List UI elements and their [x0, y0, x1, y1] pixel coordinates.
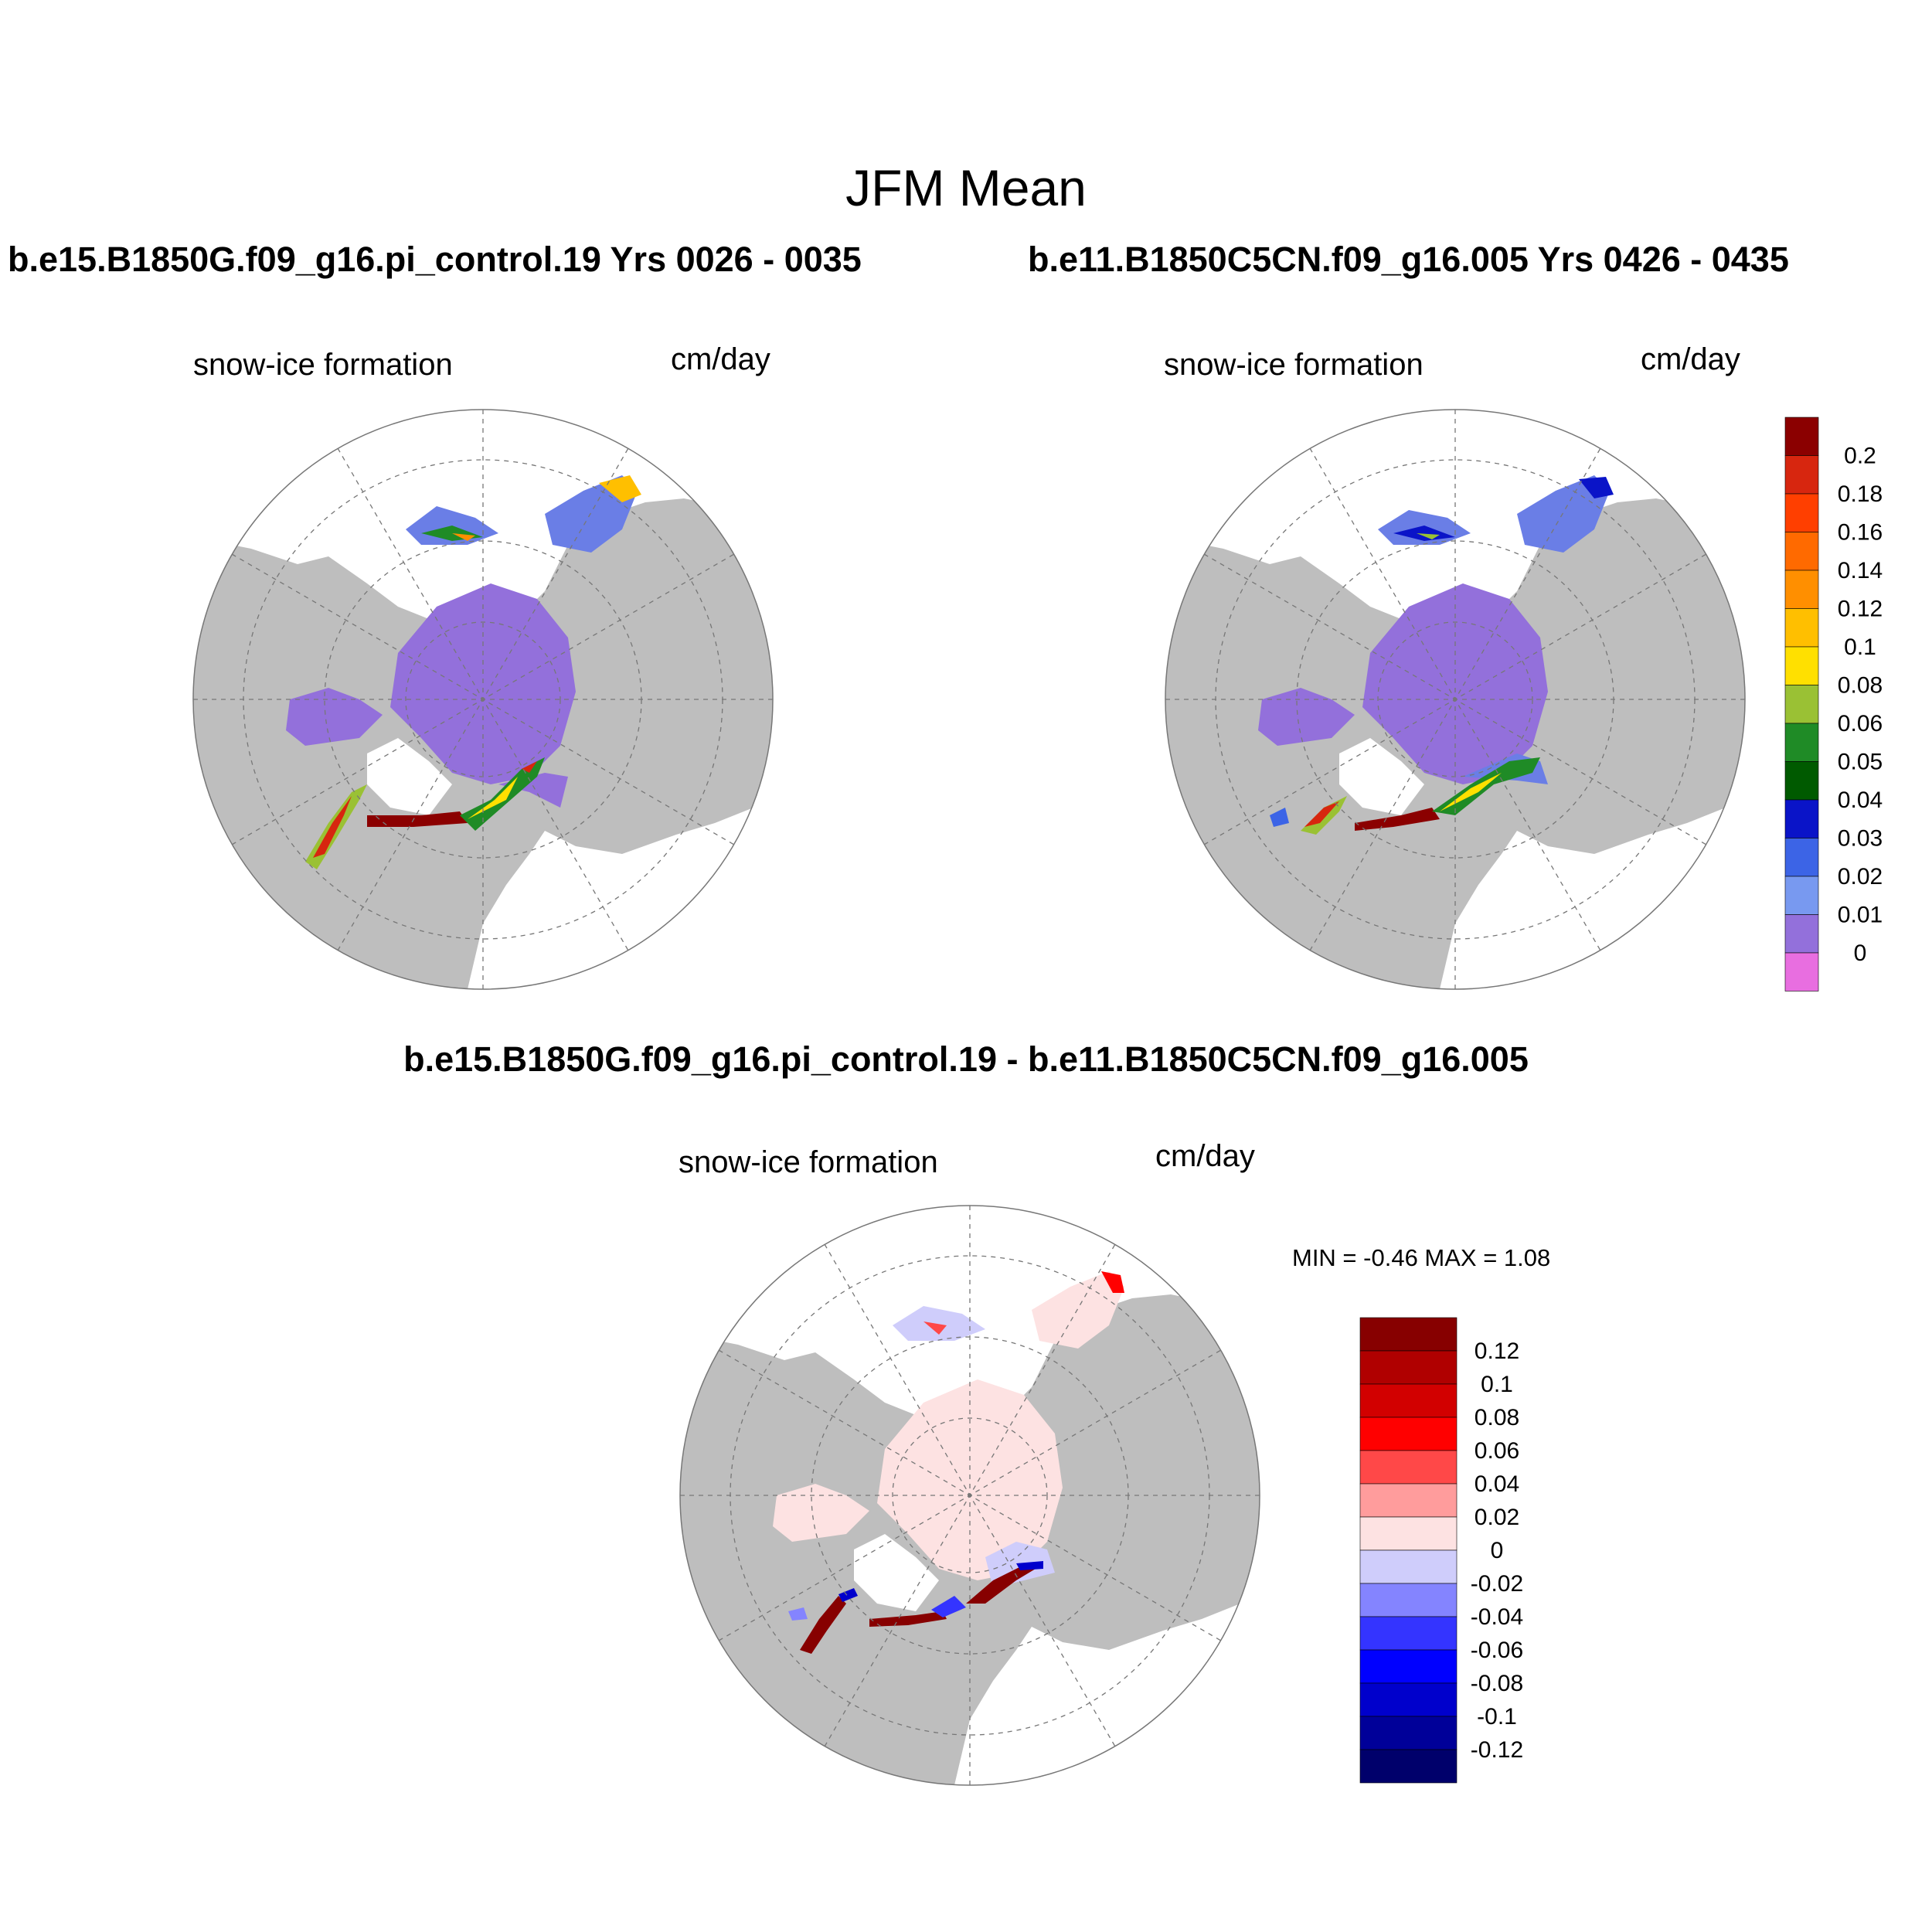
difference-title: b.e15.B1850G.f09_g16.pi_control.19 - b.e… [403, 1039, 1529, 1079]
difference-colorbar-label: -0.08 [1471, 1671, 1523, 1696]
difference-colorbar-label: 0 [1491, 1538, 1504, 1563]
page-title: JFM Mean [845, 159, 1087, 216]
difference-colorbar-label: 0.1 [1481, 1372, 1513, 1397]
difference-colorbar-box [1359, 1317, 1458, 1352]
absolute-colorbar: 0.2 0.18 0.16 0.14 0.12 0.1 0.08 0.06 0.05 0.04 0.… [1784, 417, 1883, 992]
absolute-colorbar-box [1784, 417, 1819, 456]
absolute-colorbar-box [1784, 761, 1819, 801]
difference-colorbar-label: -0.02 [1471, 1571, 1523, 1597]
difference-colorbar-box [1359, 1583, 1458, 1617]
absolute-colorbar-label: 0.01 [1838, 903, 1883, 928]
absolute-colorbar-label: 0.05 [1838, 750, 1883, 775]
absolute-colorbar-box [1784, 838, 1819, 877]
difference-polar-map [679, 1205, 1260, 1786]
case2-variable-label: snow-ice formation [1164, 348, 1423, 382]
difference-colorbar-box [1359, 1749, 1458, 1784]
absolute-colorbar-box [1784, 646, 1819, 685]
case2-title: b.e11.B1850C5CN.f09_g16.005 Yrs 0426 - 0… [1028, 240, 1789, 279]
absolute-colorbar-label: 0.14 [1838, 558, 1883, 583]
case1-title: b.e15.B1850G.f09_g16.pi_control.19 Yrs 0… [8, 240, 862, 279]
difference-colorbar-box [1359, 1417, 1458, 1451]
absolute-colorbar-label: 0.2 [1844, 444, 1876, 469]
graticule [1165, 410, 1745, 989]
case2-polar-map [1165, 409, 1746, 990]
case1-units-label: cm/day [671, 342, 770, 376]
difference-colorbar-label: 0.04 [1475, 1471, 1519, 1497]
absolute-colorbar-box [1784, 608, 1819, 648]
difference-colorbar-box [1359, 1549, 1458, 1584]
difference-colorbar-box [1359, 1350, 1458, 1385]
absolute-colorbar-label: 0.1 [1844, 634, 1876, 660]
arctic-ocean-field [1362, 583, 1548, 784]
absolute-colorbar-label: 0.03 [1838, 826, 1883, 852]
case1-polar-map [192, 409, 774, 990]
absolute-colorbar-label: 0.16 [1838, 520, 1883, 546]
difference-colorbar-box [1359, 1450, 1458, 1485]
difference-minmax-label: MIN = -0.46 MAX = 1.08 [1292, 1244, 1551, 1271]
difference-colorbar-label: 0.08 [1475, 1405, 1519, 1430]
difference-units-label: cm/day [1155, 1139, 1255, 1173]
difference-colorbar-label: 0.06 [1475, 1438, 1519, 1464]
absolute-colorbar-box [1784, 723, 1819, 762]
absolute-colorbar-label: 0 [1854, 940, 1867, 966]
absolute-colorbar-box [1784, 914, 1819, 954]
difference-colorbar-label: -0.04 [1471, 1604, 1523, 1630]
difference-colorbar-box [1359, 1716, 1458, 1750]
absolute-colorbar-box [1784, 952, 1819, 992]
difference-colorbar-box [1359, 1649, 1458, 1684]
absolute-colorbar-box [1784, 570, 1819, 609]
graticule [193, 410, 773, 989]
absolute-colorbar-label: 0.12 [1838, 597, 1883, 622]
graticule [680, 1206, 1260, 1785]
difference-colorbar-label: -0.06 [1471, 1638, 1523, 1663]
difference-colorbar-box [1359, 1616, 1458, 1651]
absolute-colorbar-box [1784, 799, 1819, 838]
absolute-colorbar-label: 0.08 [1838, 673, 1883, 699]
difference-colorbar-box [1359, 1483, 1458, 1518]
difference-colorbar-box [1359, 1682, 1458, 1717]
difference-variable-label: snow-ice formation [679, 1145, 938, 1179]
arctic-ocean-field [877, 1379, 1063, 1580]
absolute-colorbar-label: 0.18 [1838, 481, 1883, 507]
difference-colorbar-label: -0.12 [1471, 1737, 1523, 1763]
absolute-colorbar-label: 0.04 [1838, 787, 1883, 813]
arctic-ocean-field [390, 583, 576, 784]
absolute-colorbar-box [1784, 685, 1819, 724]
absolute-colorbar-box [1784, 532, 1819, 571]
absolute-colorbar-label: 0.02 [1838, 864, 1883, 889]
absolute-colorbar-box [1784, 455, 1819, 495]
difference-colorbar-label: 0.02 [1475, 1505, 1519, 1530]
difference-colorbar-label: 0.12 [1475, 1338, 1519, 1364]
case1-variable-label: snow-ice formation [193, 348, 453, 382]
case2-units-label: cm/day [1641, 342, 1740, 376]
absolute-colorbar-box [1784, 493, 1819, 532]
difference-colorbar-box [1359, 1383, 1458, 1418]
difference-colorbar: 0.12 0.1 0.08 0.06 0.04 0.02 0 -0.02 -0.04 -0.06 -… [1359, 1317, 1523, 1784]
difference-colorbar-label: -0.1 [1477, 1704, 1517, 1730]
difference-colorbar-box [1359, 1516, 1458, 1551]
absolute-colorbar-label: 0.06 [1838, 711, 1883, 736]
absolute-colorbar-box [1784, 876, 1819, 915]
